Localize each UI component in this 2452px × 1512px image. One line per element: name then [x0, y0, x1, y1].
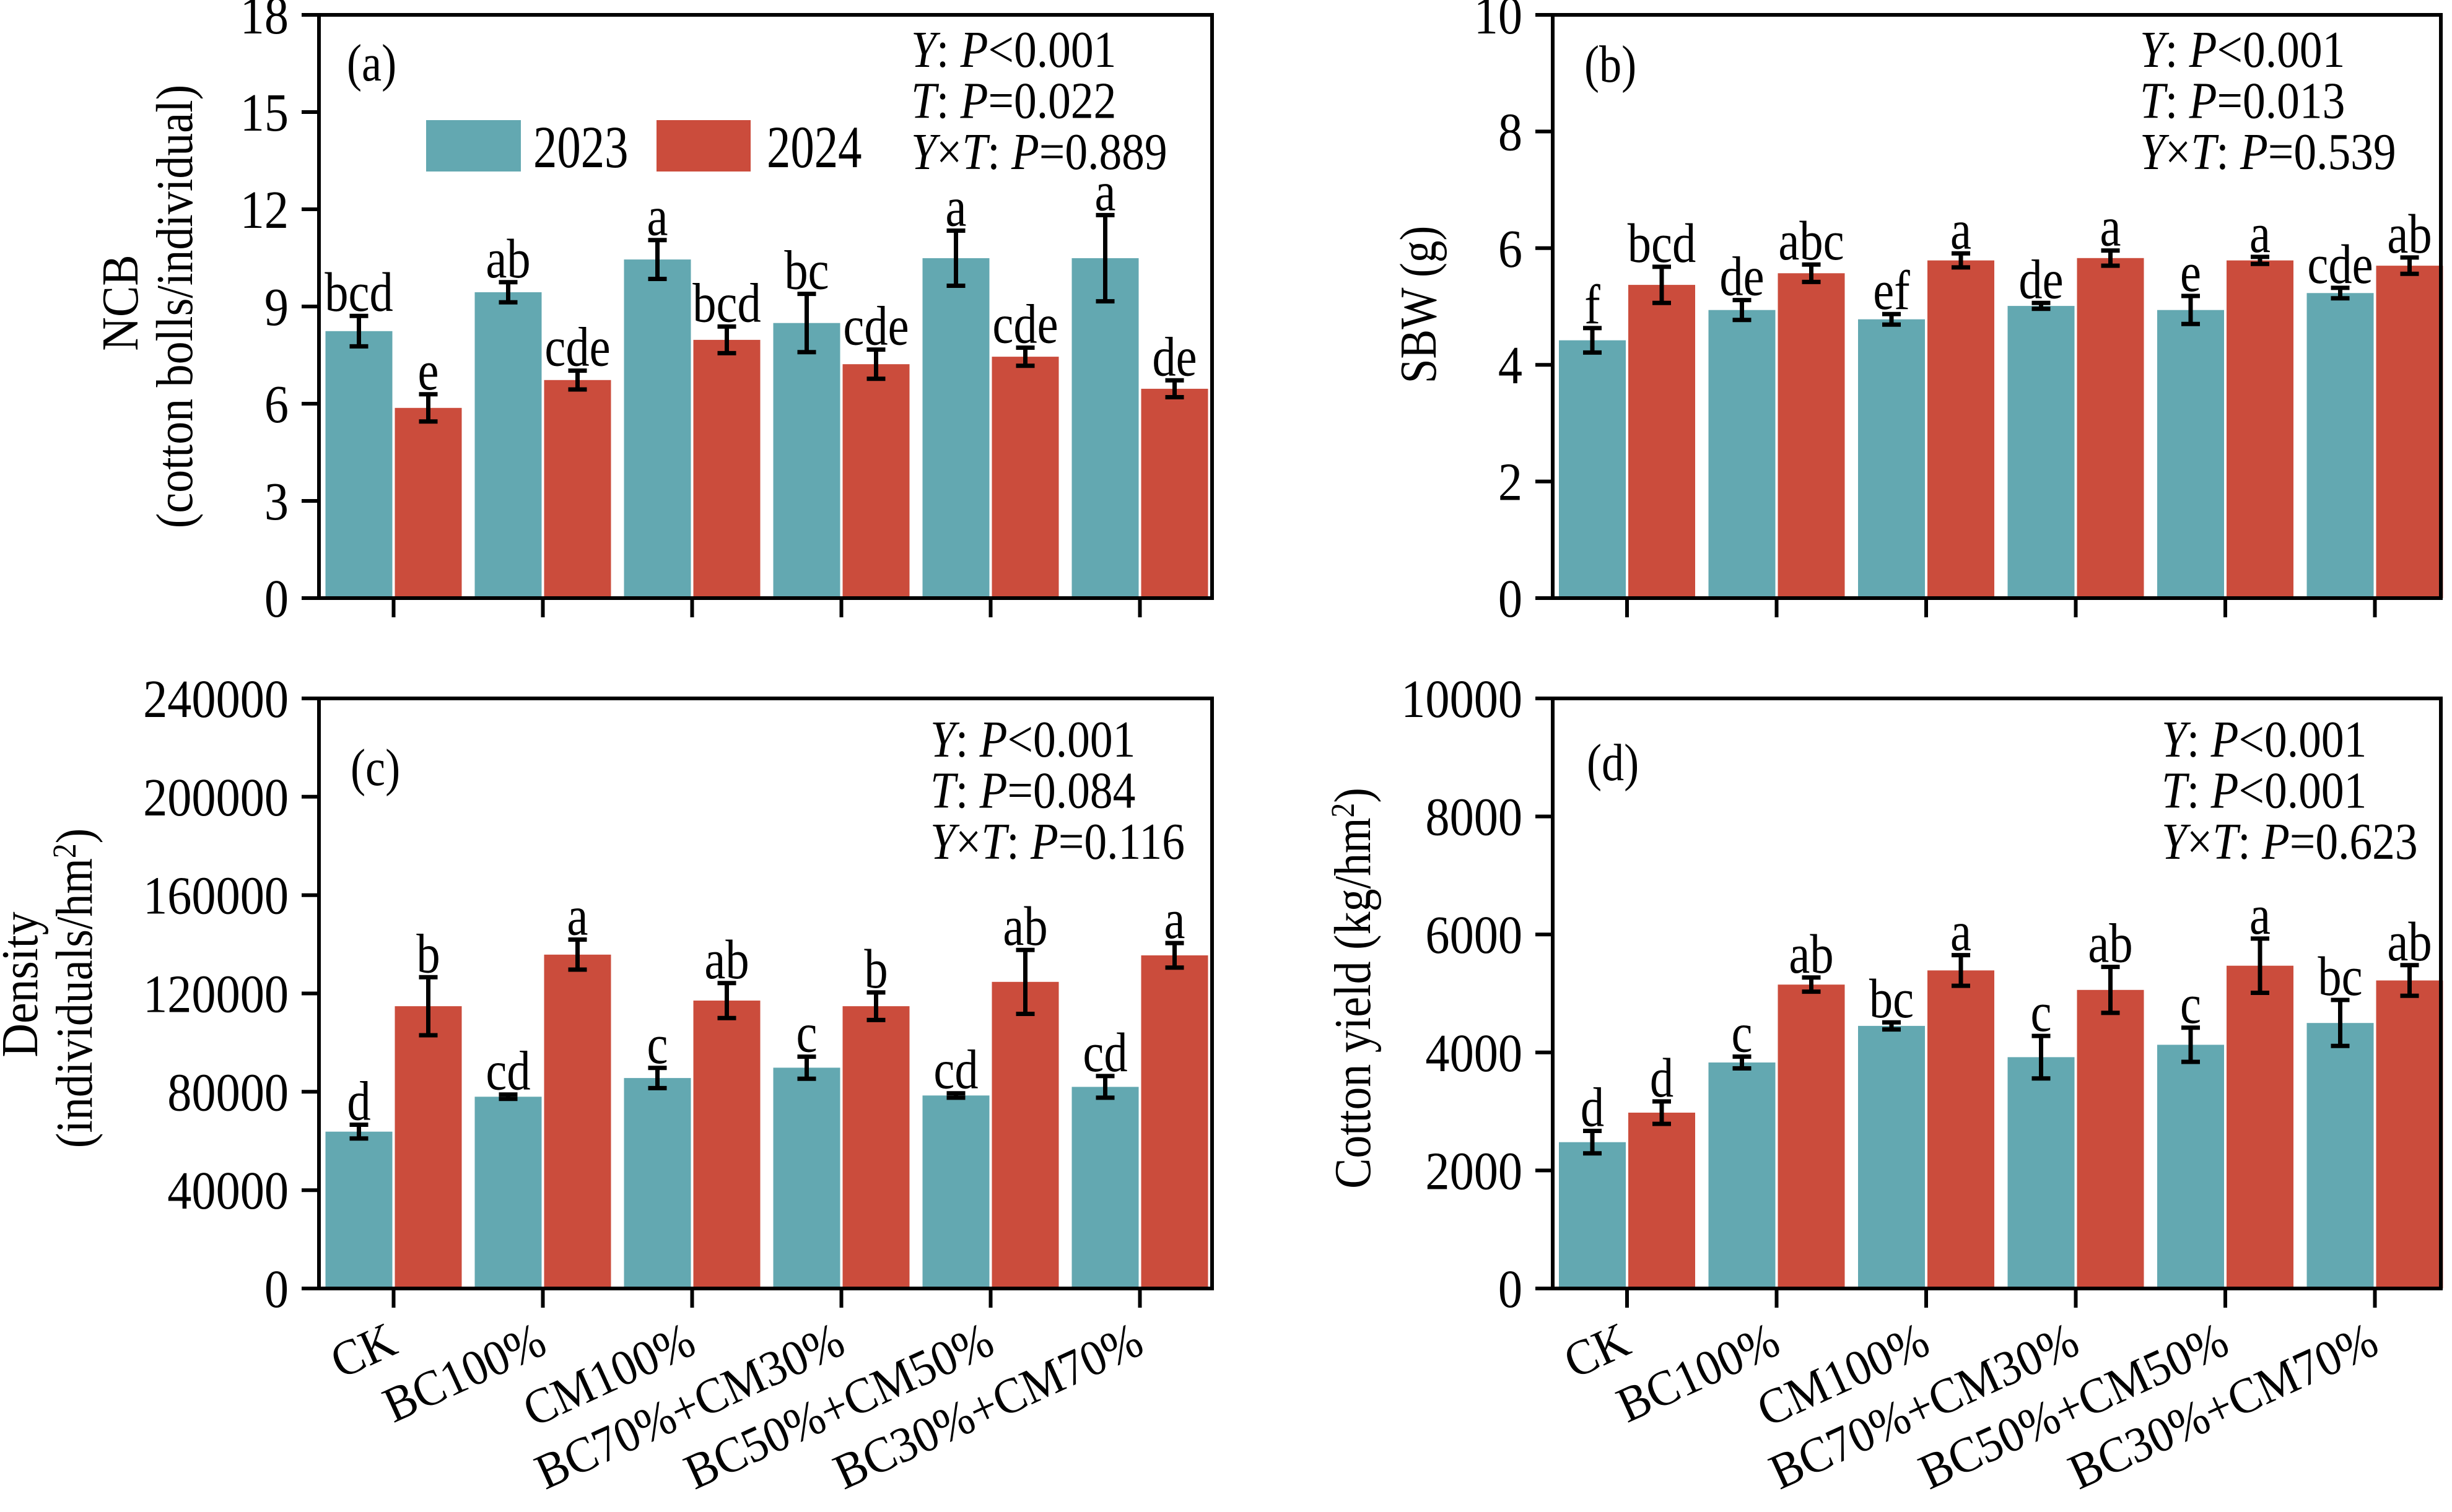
svg-text:cde: cde — [992, 294, 1058, 355]
svg-text:a: a — [567, 886, 588, 947]
svg-text:f: f — [1584, 274, 1600, 336]
svg-text:8: 8 — [1498, 102, 1522, 162]
svg-text:10000: 10000 — [1401, 669, 1522, 729]
svg-text:b: b — [416, 924, 440, 985]
svg-text:c: c — [647, 1014, 668, 1075]
svg-text:(d): (d) — [1587, 734, 1639, 793]
svg-text:40000: 40000 — [167, 1160, 289, 1220]
svg-text:0: 0 — [1498, 1259, 1522, 1319]
svg-text:a: a — [1950, 902, 1971, 963]
svg-text:(cotton bolls/individual): (cotton bolls/individual) — [146, 85, 204, 528]
svg-text:6: 6 — [1498, 219, 1522, 279]
svg-text:d: d — [1650, 1048, 1673, 1109]
svg-text:Y: P<0.001: Y: P<0.001 — [911, 22, 1116, 79]
svg-text:ab: ab — [2387, 204, 2432, 265]
svg-text:4: 4 — [1498, 335, 1522, 395]
svg-text:Y×T: P=0.623: Y×T: P=0.623 — [2162, 814, 2418, 871]
svg-text:Y: P<0.001: Y: P<0.001 — [2140, 22, 2345, 79]
svg-text:240000: 240000 — [143, 669, 289, 729]
svg-text:bcd: bcd — [325, 263, 393, 324]
svg-text:ef: ef — [1873, 261, 1910, 322]
svg-text:d: d — [347, 1071, 370, 1132]
svg-text:Y: P<0.001: Y: P<0.001 — [2162, 711, 2367, 769]
svg-text:120000: 120000 — [143, 964, 289, 1024]
svg-text:Y×T: P=0.889: Y×T: P=0.889 — [911, 124, 1167, 181]
svg-text:a: a — [2249, 203, 2271, 264]
svg-text:Y×T: P=0.116: Y×T: P=0.116 — [930, 814, 1185, 871]
svg-text:ab: ab — [2088, 913, 2132, 975]
svg-text:bc: bc — [2318, 946, 2362, 1007]
svg-text:18: 18 — [240, 0, 289, 45]
svg-text:a: a — [2100, 197, 2121, 258]
svg-text:(individuals/hm2): (individuals/hm2) — [46, 828, 103, 1148]
svg-text:15: 15 — [240, 82, 289, 142]
svg-text:SBW (g): SBW (g) — [1390, 226, 1447, 383]
svg-text:T: P=0.022: T: P=0.022 — [911, 72, 1116, 130]
svg-text:T: P=0.084: T: P=0.084 — [930, 762, 1135, 820]
svg-text:c: c — [2180, 974, 2201, 1035]
svg-text:0: 0 — [1498, 568, 1522, 628]
svg-text:80000: 80000 — [167, 1062, 289, 1123]
svg-text:e: e — [418, 341, 439, 402]
svg-text:a: a — [1950, 200, 1971, 261]
svg-text:e: e — [2180, 242, 2201, 303]
svg-text:b: b — [864, 939, 888, 1000]
svg-text:4000: 4000 — [1425, 1023, 1522, 1083]
svg-text:ab: ab — [704, 929, 749, 991]
svg-text:(a): (a) — [347, 35, 396, 93]
svg-text:c: c — [1732, 1003, 1753, 1064]
svg-text:de: de — [1152, 327, 1197, 388]
svg-text:bcd: bcd — [692, 273, 761, 334]
svg-text:6000: 6000 — [1425, 905, 1522, 965]
svg-text:12: 12 — [240, 180, 289, 240]
svg-text:2000: 2000 — [1425, 1141, 1522, 1201]
svg-text:a: a — [1095, 162, 1116, 223]
svg-text:(c): (c) — [351, 739, 400, 797]
svg-text:3: 3 — [264, 471, 289, 531]
svg-text:8000: 8000 — [1425, 787, 1522, 847]
svg-text:abc: abc — [1778, 211, 1844, 272]
svg-text:Y×T: P=0.539: Y×T: P=0.539 — [2140, 124, 2396, 181]
svg-text:10: 10 — [1474, 0, 1522, 45]
svg-text:cd: cd — [486, 1041, 530, 1102]
svg-text:cde: cde — [544, 317, 610, 378]
svg-text:cd: cd — [1083, 1022, 1127, 1084]
svg-text:0: 0 — [264, 1259, 289, 1319]
svg-text:9: 9 — [264, 277, 289, 337]
svg-text:a: a — [1164, 889, 1185, 950]
svg-text:ab: ab — [1003, 897, 1047, 958]
svg-text:2: 2 — [1498, 452, 1522, 512]
svg-text:cde: cde — [843, 296, 909, 357]
svg-text:a: a — [946, 177, 967, 238]
svg-text:c: c — [2031, 982, 2052, 1043]
svg-text:Y: P<0.001: Y: P<0.001 — [930, 711, 1135, 769]
svg-text:2024: 2024 — [767, 115, 862, 180]
svg-text:NCB: NCB — [92, 254, 149, 350]
svg-text:bcd: bcd — [1628, 213, 1696, 274]
svg-text:0: 0 — [264, 568, 289, 628]
svg-text:a: a — [647, 186, 668, 248]
svg-text:T: P<0.001: T: P<0.001 — [2162, 762, 2367, 820]
svg-text:c: c — [796, 1003, 818, 1064]
svg-text:Cotton yield (kg/hm2): Cotton yield (kg/hm2) — [1324, 788, 1382, 1189]
svg-text:a: a — [2249, 885, 2271, 946]
svg-text:bc: bc — [1869, 969, 1914, 1030]
svg-text:cd: cd — [933, 1040, 978, 1101]
svg-text:160000: 160000 — [143, 866, 289, 926]
svg-text:Density: Density — [0, 911, 49, 1057]
svg-text:ab: ab — [1789, 924, 1833, 985]
svg-text:d: d — [1581, 1077, 1604, 1139]
svg-text:bc: bc — [784, 240, 829, 302]
svg-text:cde: cde — [2307, 234, 2373, 295]
svg-text:6: 6 — [264, 374, 289, 434]
svg-text:ab: ab — [486, 228, 530, 290]
svg-text:de: de — [1719, 246, 1764, 308]
svg-text:T: P=0.013: T: P=0.013 — [2140, 72, 2345, 130]
svg-text:2023: 2023 — [533, 115, 629, 180]
svg-text:de: de — [2018, 250, 2063, 311]
svg-text:ab: ab — [2387, 911, 2432, 973]
svg-text:200000: 200000 — [143, 767, 289, 827]
svg-text:(b): (b) — [1584, 36, 1636, 94]
